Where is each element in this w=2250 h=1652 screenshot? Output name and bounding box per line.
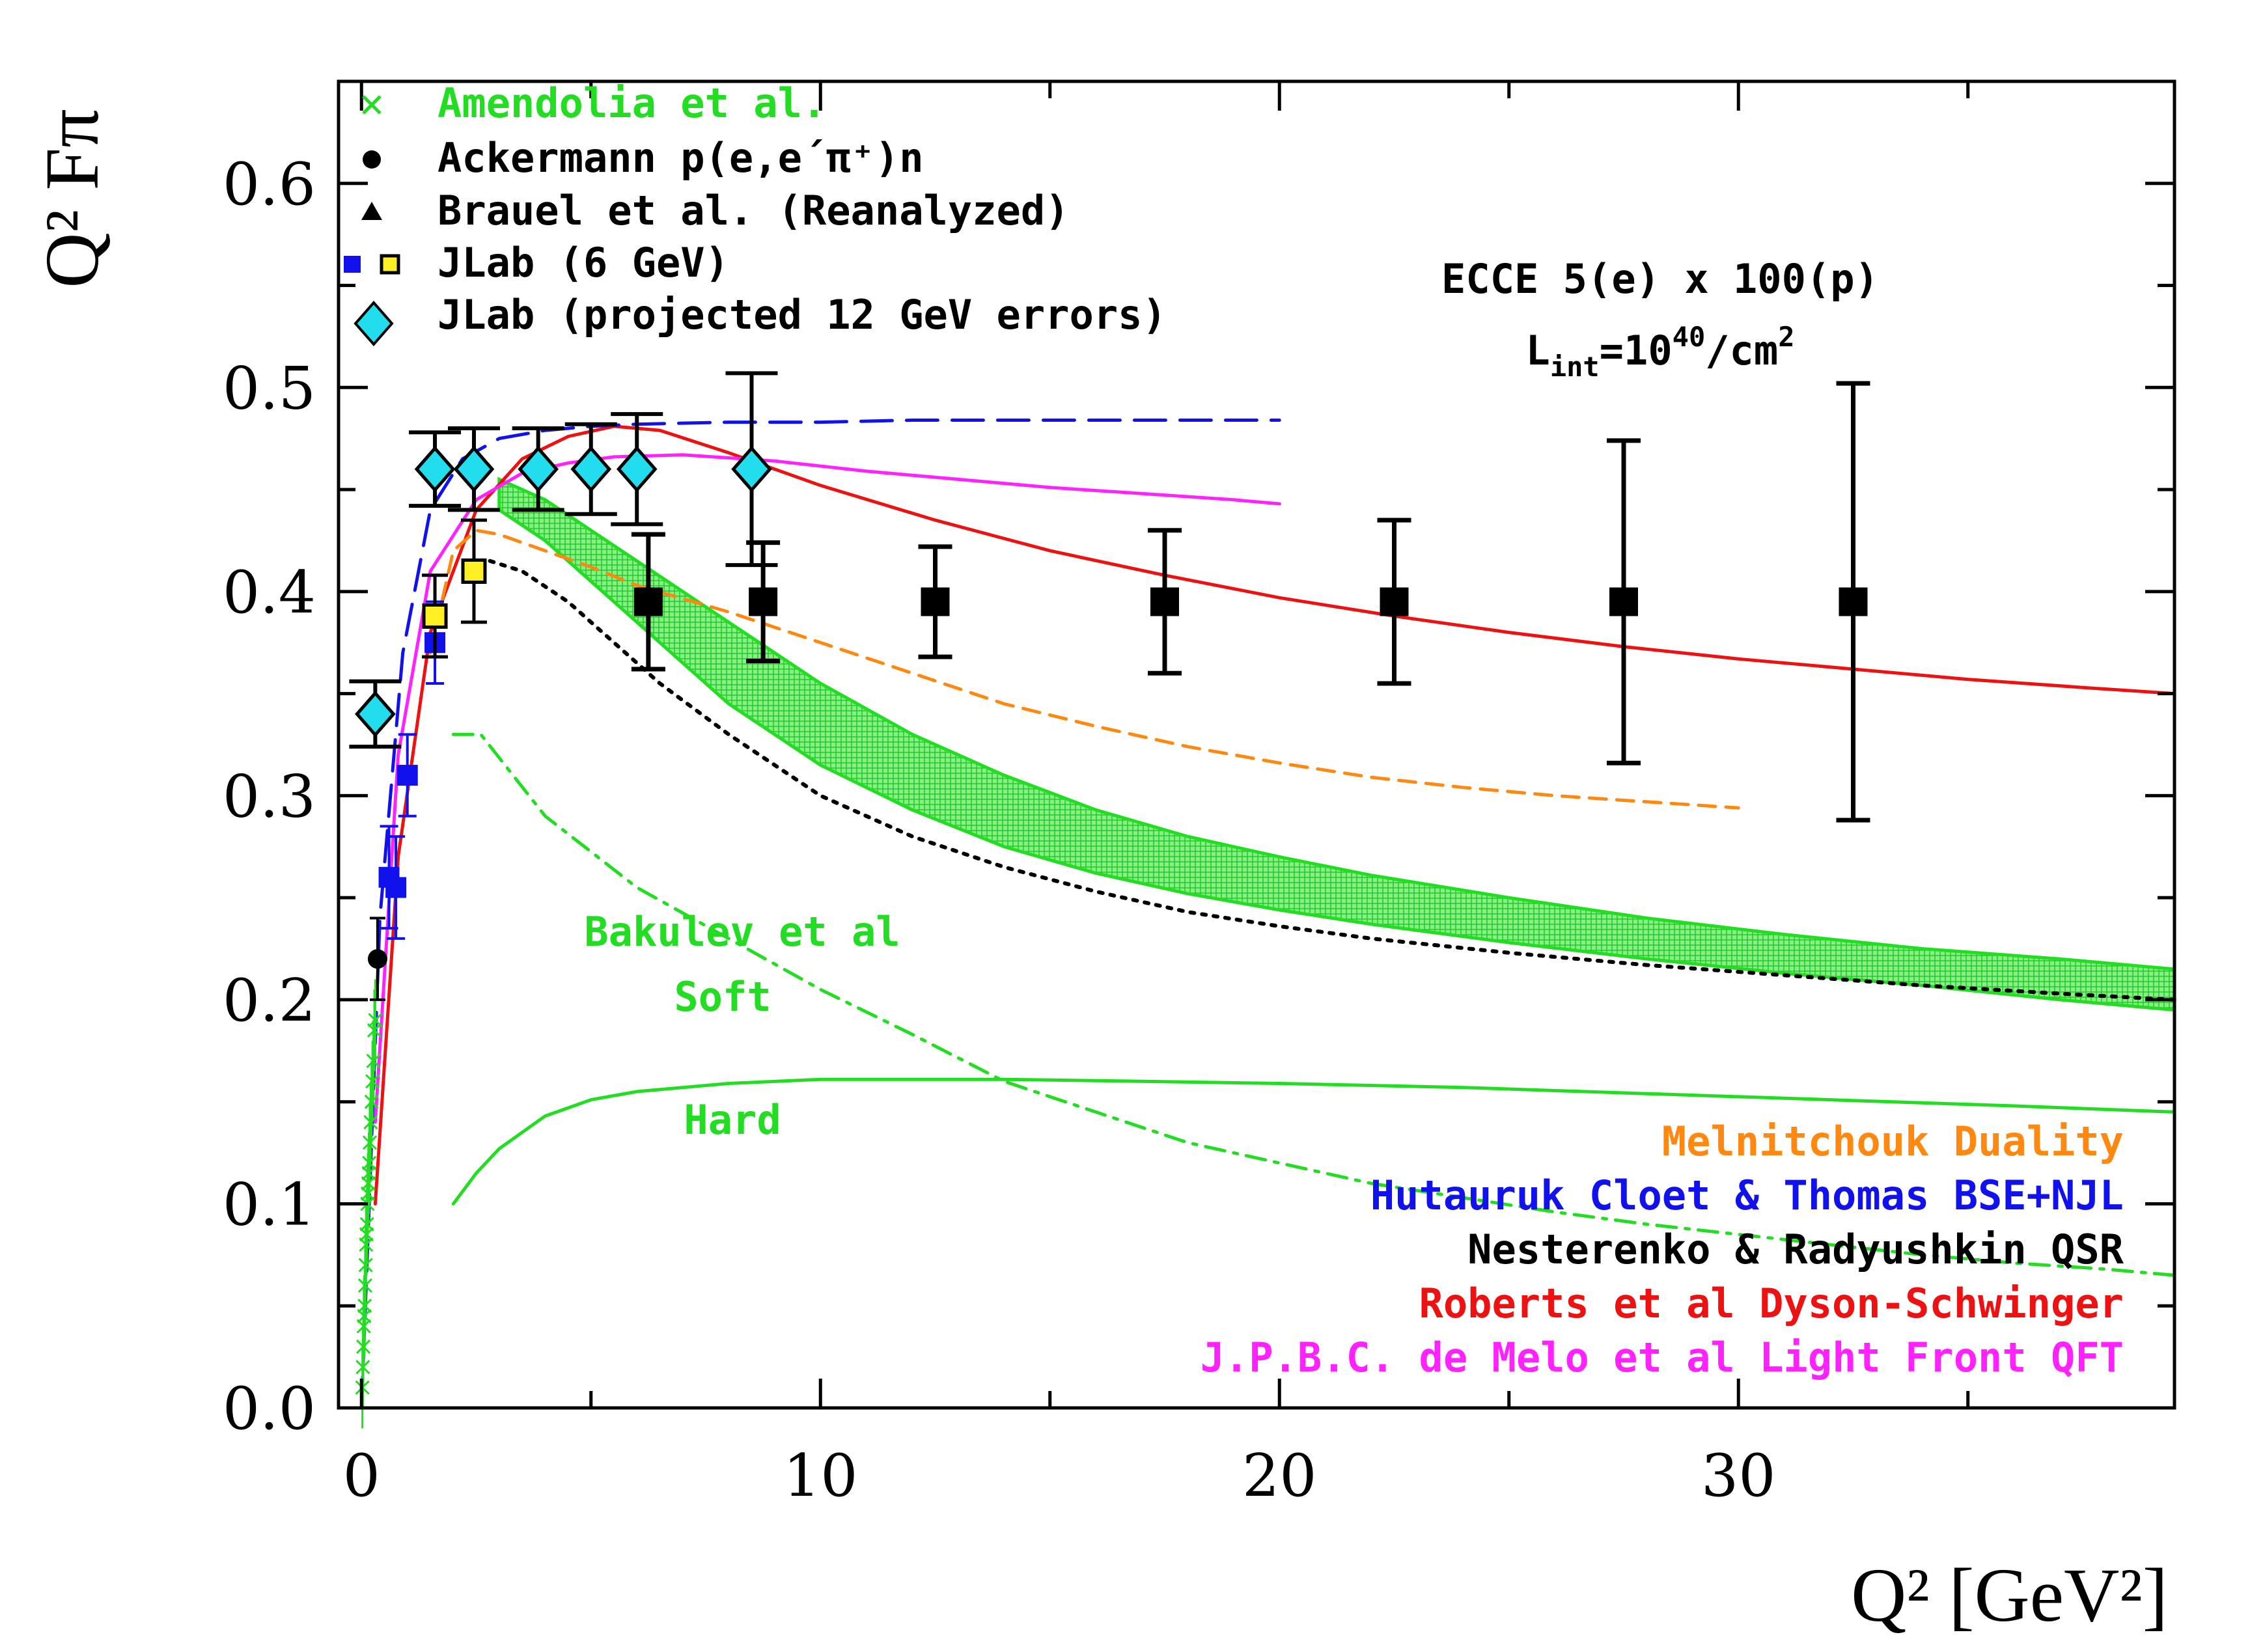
legend-models: Melnitchouk Duality Hutauruk Cloet & Tho…	[1201, 1118, 2124, 1381]
ecce-point	[1609, 587, 1638, 616]
jlab6-yellow-point	[422, 603, 448, 629]
jlab12-point	[616, 445, 658, 493]
series-j-p-b-c-de-melo-et-al-light-front-qft	[373, 453, 1281, 1124]
lumi-subscript: int	[1550, 351, 1600, 383]
amendolia-point	[368, 1013, 383, 1028]
x-tick-labels: 0 10 20 30	[343, 1442, 1776, 1510]
legend-label-jlab6: JLab (6 GeV)	[438, 239, 729, 286]
legend-entry-brauel: Brauel et al. (Reanalyzed)	[361, 187, 1070, 234]
x-axis-title: Q² [GeV²]	[1851, 1552, 2168, 1638]
ecce-point	[1380, 587, 1409, 616]
y-tick-label: 0.4	[223, 558, 316, 627]
ecce-annotation-line1: ECCE 5(e) x 100(p)	[1441, 255, 1879, 303]
lumi-symbol: L	[1525, 327, 1549, 374]
legend-label-jlab12: JLab (projected 12 GeV errors)	[438, 291, 1167, 338]
lumi-equals: =10	[1600, 327, 1673, 374]
square-pair-icon	[344, 254, 400, 275]
legend-label-amendolia: Amendolia et al.	[438, 79, 826, 127]
y-tick-labels: 0.0 0.1 0.2 0.3 0.4 0.5 0.6	[223, 150, 316, 1443]
jlab12-point	[453, 445, 495, 493]
legend-entry-jlab12: JLab (projected 12 GeV errors)	[354, 291, 1167, 347]
hard-label: Hard	[684, 1096, 781, 1144]
y-tick-label: 0.2	[223, 967, 316, 1035]
ackermann-point	[367, 949, 387, 969]
jlab12-point	[731, 445, 772, 493]
jlab12-point	[570, 445, 612, 493]
legend-markers: Amendolia et al. Ackermann p(e,e´π⁺)n Br…	[344, 79, 1167, 347]
x-tick-label: 0	[343, 1442, 380, 1510]
legend-model-nesterenko: Nesterenko & Radyushkin QSR	[1467, 1226, 2124, 1273]
jlab12-point	[414, 445, 456, 493]
lumi-exponent: 40	[1673, 321, 1706, 353]
lumi-unit: /cm	[1705, 327, 1778, 374]
circle-icon	[363, 150, 381, 169]
ecce-point	[1150, 587, 1179, 616]
lumi-unit-exponent: 2	[1778, 321, 1794, 353]
legend-model-roberts: Roberts et al Dyson-Schwinger	[1419, 1280, 2124, 1327]
bakulev-label: Bakulev et al	[584, 908, 900, 956]
y-tick-label: 0.0	[223, 1375, 316, 1443]
diamond-icon	[354, 300, 394, 347]
ecce-annotation-line2: Lint=1040/cm2	[1525, 321, 1794, 383]
jlab6-blue-point	[396, 765, 418, 786]
y-tick-label: 0.6	[223, 150, 316, 219]
legend-model-melnitchouk: Melnitchouk Duality	[1662, 1118, 2124, 1165]
series-bakulev-et-al-hard	[451, 1077, 2176, 1205]
triangle-icon	[361, 202, 382, 220]
series-bakulev-et-al-soft	[451, 732, 2176, 1277]
plot-frame	[337, 79, 2176, 1410]
series-nesterenko-radyushkin-qsr	[488, 558, 2176, 1002]
ecce-point	[749, 587, 778, 616]
x-tick-label: 10	[783, 1442, 858, 1510]
jlab12-point	[355, 691, 396, 737]
y-tick-label: 0.1	[223, 1170, 316, 1239]
legend-label-brauel: Brauel et al. (Reanalyzed)	[438, 187, 1070, 234]
x-icon	[362, 95, 382, 115]
jlab12-point	[518, 445, 559, 493]
soft-label: Soft	[674, 973, 771, 1021]
legend-entry-ackermann: Ackermann p(e,e´π⁺)n	[363, 134, 924, 182]
ecce-point	[633, 587, 663, 616]
legend-model-demelo: J.P.B.C. de Melo et al Light Front QFT	[1201, 1334, 2124, 1381]
x-tick-label: 20	[1242, 1442, 1317, 1510]
legend-entry-jlab6: JLab (6 GeV)	[344, 239, 729, 286]
jlab6-blue-point	[385, 877, 407, 898]
ecce-point	[921, 587, 950, 616]
series-melnitchouk-duality	[428, 529, 1740, 810]
series-roberts-et-al-dyson-schwinger	[373, 424, 2176, 1205]
y-tick-label: 0.5	[223, 354, 316, 422]
axis-layer	[337, 79, 2176, 1410]
point-layer	[349, 371, 1870, 1429]
jlab6-yellow-point	[461, 558, 487, 584]
x-tick-label: 30	[1701, 1442, 1776, 1510]
ecce-point	[1839, 587, 1868, 616]
y-tick-label: 0.3	[223, 762, 316, 831]
legend-label-ackermann: Ackermann p(e,e´π⁺)n	[438, 134, 924, 182]
y-axis-title: Q² Fπ	[29, 109, 115, 288]
legend-entry-amendolia: Amendolia et al.	[362, 79, 826, 127]
legend-model-hutauruk: Hutauruk Cloet & Thomas BSE+NJL	[1370, 1172, 2124, 1219]
